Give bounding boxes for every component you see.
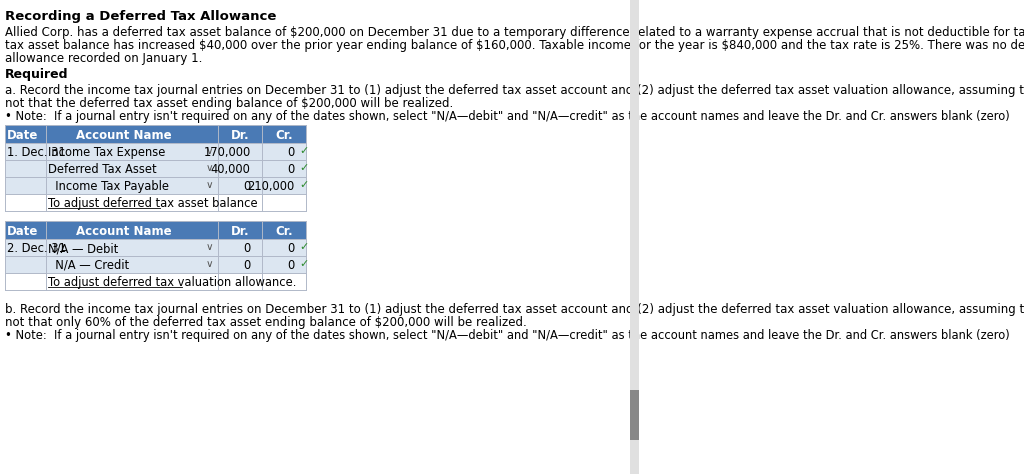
Text: 0: 0	[287, 242, 294, 255]
Text: • Note:  If a journal entry isn't required on any of the dates shown, select "N/: • Note: If a journal entry isn't require…	[5, 329, 1010, 342]
Text: Recording a Deferred Tax Allowance: Recording a Deferred Tax Allowance	[5, 10, 276, 23]
Text: To adjust deferred tax valuation allowance.: To adjust deferred tax valuation allowan…	[48, 276, 296, 289]
Text: ✓: ✓	[299, 242, 309, 252]
Bar	[5, 143, 305, 160]
Text: 2. Dec. 31: 2. Dec. 31	[7, 242, 66, 255]
Text: 40,000: 40,000	[211, 163, 251, 176]
Text: Required: Required	[5, 68, 69, 81]
Text: Dr.: Dr.	[230, 225, 250, 238]
Text: 0: 0	[244, 180, 251, 193]
Text: ∨: ∨	[206, 259, 213, 269]
Text: ✓: ✓	[299, 146, 309, 156]
Text: 0: 0	[287, 163, 294, 176]
Text: not that the deferred tax asset ending balance of $200,000 will be realized.: not that the deferred tax asset ending b…	[5, 97, 454, 110]
Text: Dr.: Dr.	[230, 129, 250, 142]
Text: 0: 0	[287, 146, 294, 159]
Text: tax asset balance has increased $40,000 over the prior year ending balance of $1: tax asset balance has increased $40,000 …	[5, 39, 1024, 52]
Bar	[5, 221, 305, 239]
Text: ✓: ✓	[299, 180, 309, 190]
Text: a. Record the income tax journal entries on December 31 to (1) adjust the deferr: a. Record the income tax journal entries…	[5, 84, 1024, 97]
Text: 170,000: 170,000	[204, 146, 251, 159]
Text: Allied Corp. has a deferred tax asset balance of $200,000 on December 31 due to : Allied Corp. has a deferred tax asset ba…	[5, 26, 1024, 39]
Text: ∨: ∨	[206, 242, 213, 252]
Text: b. Record the income tax journal entries on December 31 to (1) adjust the deferr: b. Record the income tax journal entries…	[5, 303, 1024, 316]
Text: ∨: ∨	[206, 180, 213, 190]
Text: ✓: ✓	[299, 259, 309, 269]
Text: Income Tax Expense: Income Tax Expense	[48, 146, 166, 159]
Text: ✓: ✓	[299, 163, 309, 173]
Text: allowance recorded on January 1.: allowance recorded on January 1.	[5, 52, 203, 65]
Text: 0: 0	[287, 259, 294, 272]
Text: Date: Date	[7, 225, 38, 238]
Text: Income Tax Payable: Income Tax Payable	[48, 180, 169, 193]
Text: Date: Date	[7, 129, 38, 142]
Text: 0: 0	[244, 259, 251, 272]
Text: Account Name: Account Name	[76, 129, 171, 142]
Bar	[5, 273, 305, 290]
Text: Cr.: Cr.	[275, 225, 293, 238]
Text: Account Name: Account Name	[76, 225, 171, 238]
Bar	[5, 239, 305, 256]
Text: 210,000: 210,000	[247, 180, 294, 193]
Text: Deferred Tax Asset: Deferred Tax Asset	[48, 163, 157, 176]
Bar	[5, 177, 305, 194]
Bar	[5, 125, 305, 143]
Text: 1. Dec. 31: 1. Dec. 31	[7, 146, 66, 159]
Text: 0: 0	[244, 242, 251, 255]
Text: To adjust deferred tax asset balance: To adjust deferred tax asset balance	[48, 197, 258, 210]
Text: ∨: ∨	[206, 163, 213, 173]
Text: ∨: ∨	[206, 146, 213, 156]
Bar	[5, 194, 305, 211]
Text: N/A — Debit: N/A — Debit	[48, 242, 119, 255]
Text: Cr.: Cr.	[275, 129, 293, 142]
Bar	[5, 160, 305, 177]
Text: not that only 60% of the deferred tax asset ending balance of $200,000 will be r: not that only 60% of the deferred tax as…	[5, 316, 526, 329]
Text: N/A — Credit: N/A — Credit	[48, 259, 129, 272]
Bar	[630, 390, 639, 440]
Bar	[630, 0, 639, 474]
Bar	[5, 256, 305, 273]
Text: • Note:  If a journal entry isn't required on any of the dates shown, select "N/: • Note: If a journal entry isn't require…	[5, 110, 1010, 123]
